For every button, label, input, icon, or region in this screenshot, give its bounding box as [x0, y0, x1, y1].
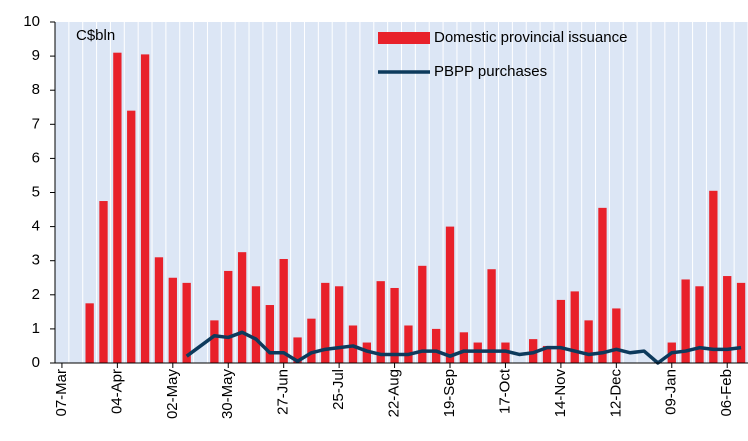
y-tick-label: 5: [32, 183, 40, 200]
bar: [307, 318, 316, 363]
bar: [99, 201, 108, 363]
bar: [709, 190, 718, 363]
bar: [556, 299, 566, 363]
y-tick-label: 2: [32, 286, 40, 303]
line: [185, 330, 742, 365]
bar: [85, 303, 94, 363]
bar: [237, 252, 247, 363]
y-tick-label: 4: [32, 218, 40, 235]
bar: [404, 325, 413, 363]
bar: [695, 286, 704, 363]
y-tick-label: 10: [23, 13, 40, 30]
x-tick-label: 25-Jul: [330, 369, 347, 410]
bar: [321, 282, 330, 363]
legend-swatch: [378, 32, 430, 44]
unit-label: C$bln: [76, 27, 115, 44]
bar: [140, 54, 150, 364]
y-tick-label: 6: [32, 149, 40, 166]
bar: [293, 337, 302, 363]
y-tick-label: 9: [32, 47, 40, 64]
bar: [376, 281, 385, 363]
bar: [390, 287, 399, 363]
x-tick-label: 12-Dec: [607, 369, 624, 418]
x-tick-label: 09-Jan: [663, 369, 680, 415]
x-tick-label: 17-Oct: [496, 368, 513, 414]
bar: [127, 110, 136, 363]
y-tick-label: 1: [32, 320, 40, 337]
x-tick-label: 19-Sep: [441, 369, 458, 417]
bar: [612, 308, 621, 363]
x-tick-label: 02-May: [164, 369, 181, 420]
bar: [265, 305, 274, 363]
bar: [598, 207, 607, 363]
x-tick-label: 14-Nov: [552, 369, 569, 418]
bar: [168, 277, 177, 363]
bar: [459, 332, 469, 363]
x-tick-label: 06-Feb: [718, 369, 735, 417]
bar: [445, 226, 455, 363]
bar: [418, 265, 427, 363]
bar: [224, 270, 233, 363]
x-tick-label: 27-Jun: [275, 369, 292, 415]
bar: [154, 257, 164, 363]
bar: [279, 258, 288, 363]
bar: [431, 328, 441, 363]
bar: [584, 320, 593, 363]
y-tick-label: 0: [32, 354, 40, 371]
x-tick-label: 30-May: [219, 369, 236, 420]
x-tick-label: 07-Mar: [53, 369, 70, 417]
y-tick-label: 8: [32, 81, 40, 98]
bar: [182, 282, 191, 363]
bar: [736, 282, 746, 363]
bar: [723, 276, 732, 363]
y-tick-label: 7: [32, 115, 40, 132]
bar: [334, 286, 344, 363]
bar: [487, 269, 496, 363]
bar: [542, 345, 552, 363]
legend-label: Domestic provincial issuance: [434, 29, 627, 46]
legend-label: PBPP purchases: [434, 63, 547, 80]
x-tick-label: 04-Apr: [108, 369, 125, 414]
bar: [251, 286, 261, 363]
bar: [681, 279, 690, 363]
bar: [570, 291, 579, 363]
bar: [210, 320, 219, 363]
y-tick-label: 3: [32, 252, 40, 269]
bar: [113, 52, 122, 363]
x-tick-label: 22-Aug: [386, 369, 403, 417]
